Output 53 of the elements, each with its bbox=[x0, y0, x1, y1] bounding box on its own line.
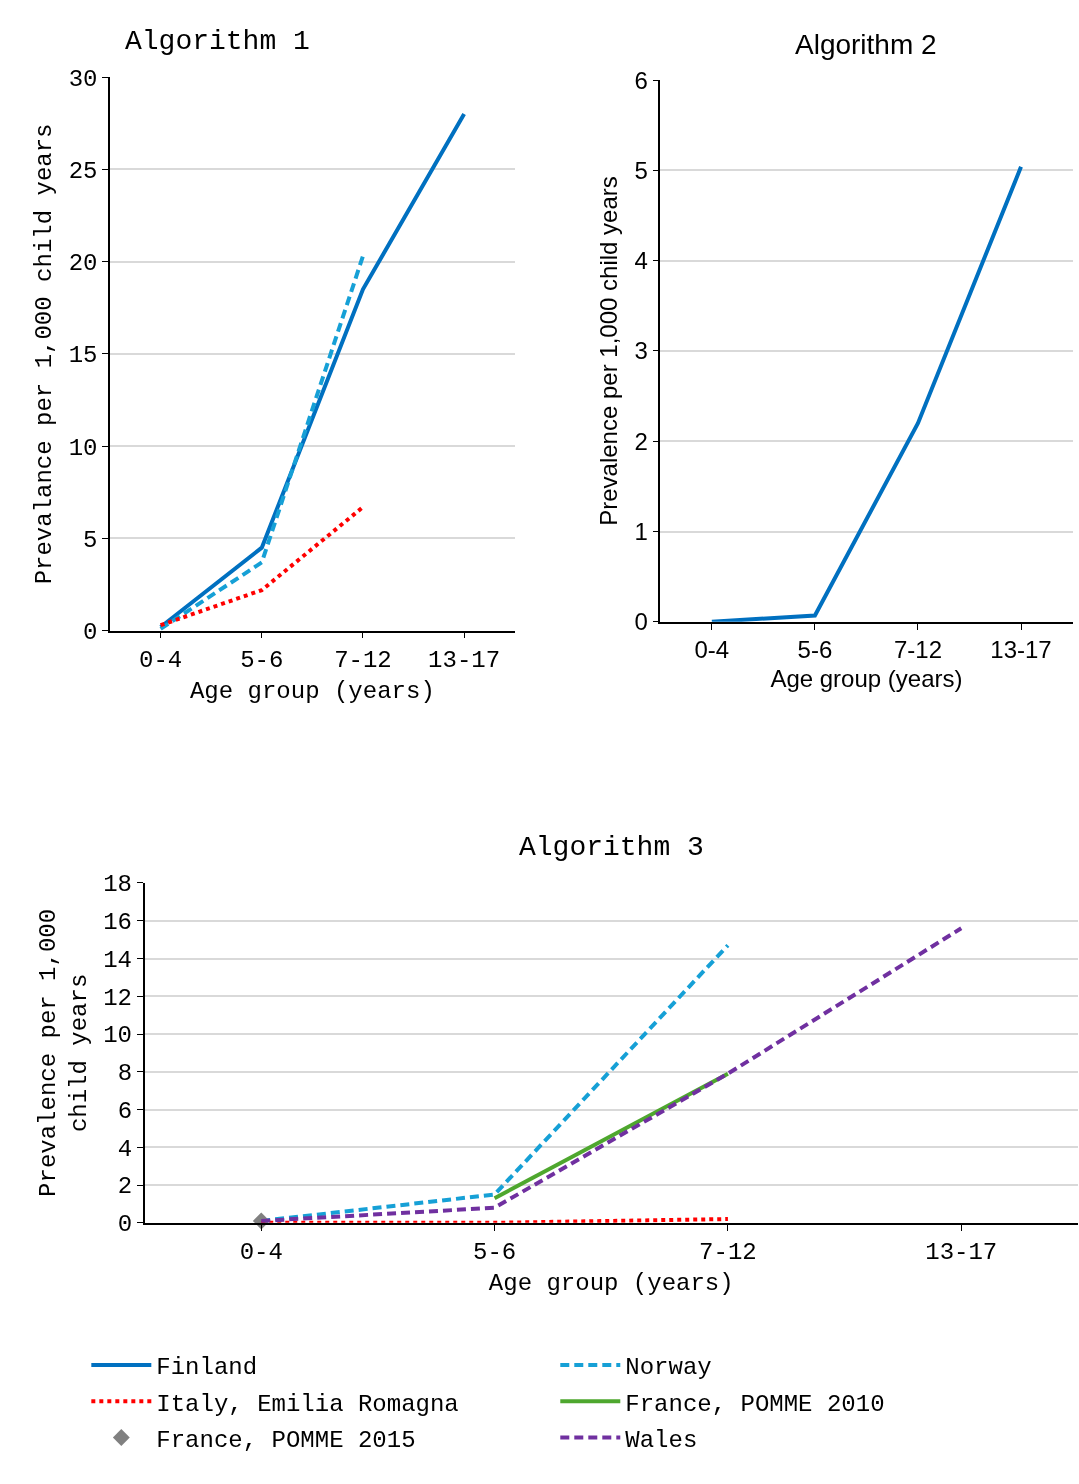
y-tick-label: 12 bbox=[103, 984, 133, 1012]
y-tick-label: 30 bbox=[68, 65, 98, 93]
y-tick-label: 8 bbox=[117, 1060, 133, 1088]
x-tick-label: 5-6 bbox=[472, 1239, 517, 1267]
x-tick-label: 13-17 bbox=[428, 647, 501, 675]
y-tick-label: 5 bbox=[634, 156, 648, 184]
y-tick-label: 14 bbox=[103, 946, 133, 974]
x-axis-title: Age group (years) bbox=[189, 678, 435, 706]
line-series bbox=[158, 112, 467, 630]
y-tick-label: 4 bbox=[634, 247, 648, 275]
y-tick-label: 1 bbox=[634, 517, 648, 545]
y-tick-label: 6 bbox=[117, 1097, 133, 1125]
legend-label: France, POMME 2010 bbox=[625, 1390, 885, 1418]
y-tick-label: 15 bbox=[68, 342, 98, 370]
y-tick-label: 0 bbox=[634, 608, 648, 636]
chart-title: Algorithm 1 bbox=[125, 26, 310, 57]
y-tick-label: 16 bbox=[103, 909, 133, 937]
y-tick-label: 3 bbox=[634, 337, 648, 365]
x-tick-label: 5-6 bbox=[240, 647, 284, 675]
x-axis-title: Age group (years) bbox=[770, 665, 963, 693]
x-tick-label: 0-4 bbox=[239, 1239, 283, 1267]
chart-title: Algorithm 2 bbox=[795, 29, 937, 60]
legend-label: Norway bbox=[625, 1354, 712, 1382]
chart-title: Algorithm 3 bbox=[519, 832, 704, 863]
y-tick-label: 2 bbox=[117, 1173, 133, 1201]
y-axis-title: Prevalence per 1,000 child years bbox=[595, 176, 623, 526]
x-axis-title: Age group (years) bbox=[488, 1270, 734, 1298]
y-tick-label: 0 bbox=[83, 619, 98, 647]
y-tick-label: 2 bbox=[634, 427, 648, 455]
legend-label: Italy, Emilia Romagna bbox=[156, 1390, 459, 1418]
x-tick-label: 13-17 bbox=[990, 636, 1052, 664]
y-tick-label: 18 bbox=[103, 871, 133, 899]
y-tick-label: 6 bbox=[634, 66, 648, 94]
x-tick-label: 7-12 bbox=[893, 636, 942, 664]
y-tick-label: 25 bbox=[68, 157, 98, 185]
legend-label: France, POMME 2015 bbox=[156, 1426, 416, 1454]
y-axis-title: Prevalance per 1,000 child years bbox=[31, 123, 59, 585]
x-tick-label: 5-6 bbox=[797, 636, 833, 664]
x-tick-label: 0-4 bbox=[694, 636, 730, 664]
y-tick-label: 10 bbox=[68, 434, 98, 462]
y-tick-label: 0 bbox=[117, 1211, 133, 1239]
line-series bbox=[709, 164, 1024, 622]
x-tick-label: 7-12 bbox=[334, 647, 392, 675]
x-tick-label: 0-4 bbox=[139, 647, 183, 675]
y-tick-label: 4 bbox=[117, 1135, 133, 1163]
y-tick-label: 20 bbox=[68, 250, 98, 278]
x-tick-label: 13-17 bbox=[925, 1239, 998, 1267]
x-tick-label: 7-12 bbox=[699, 1239, 757, 1267]
legend-label: Wales bbox=[625, 1426, 698, 1454]
legend-label: Finland bbox=[156, 1354, 258, 1382]
y-axis-title: Prevalence per 1,000 child years bbox=[34, 908, 93, 1197]
y-tick-label: 5 bbox=[83, 526, 98, 554]
y-tick-label: 10 bbox=[103, 1022, 133, 1050]
